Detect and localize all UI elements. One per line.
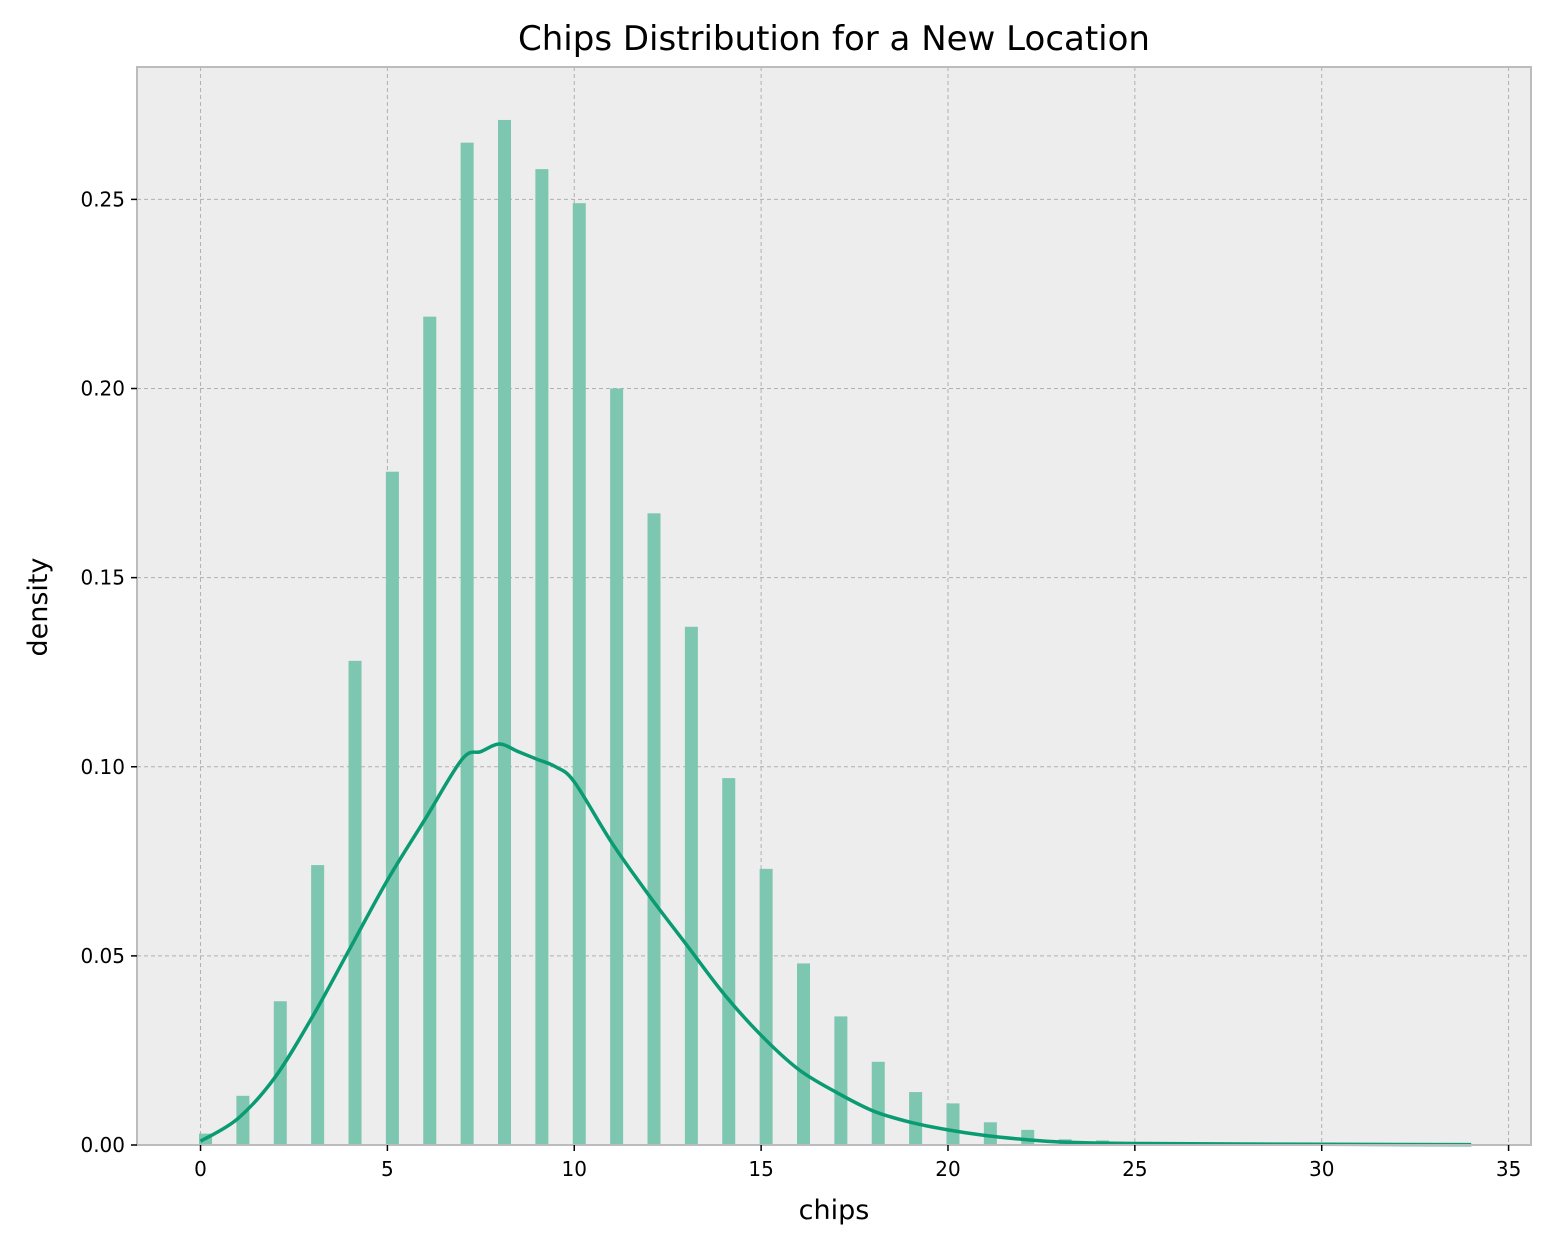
histogram-bar [834,1016,848,1145]
x-axis-ticks: 0 5 10 15 20 25 30 35 [194,1145,1521,1181]
chart-title: Chips Distribution for a New Location [518,19,1150,59]
histogram-bar [348,660,362,1145]
histogram-bar [759,868,773,1145]
histogram-bar [423,316,437,1146]
histogram-bar [684,626,698,1145]
kde-curve [199,742,1472,1147]
kde-line [199,742,1472,1147]
x-tick-label: 25 [1122,1157,1147,1181]
histogram-bar [498,119,512,1146]
histogram-bar [610,388,624,1145]
histogram-bar [983,1122,997,1145]
histogram-bar [909,1092,923,1145]
x-tick-label: 5 [381,1157,394,1181]
y-tick-label: 0.25 [80,187,125,211]
histogram-bar [535,169,549,1145]
histogram-bar [871,1061,885,1145]
x-tick-label: 15 [748,1157,773,1181]
y-tick-label: 0.05 [80,944,125,968]
histogram-bar [796,963,810,1145]
histogram-bar [722,778,736,1145]
histogram-bar [273,1001,287,1145]
x-tick-label: 0 [194,1157,207,1181]
x-tick-label: 35 [1496,1157,1521,1181]
histogram-bar [572,203,586,1145]
y-tick-label: 0.00 [80,1133,125,1157]
y-tick-label: 0.15 [80,566,125,590]
y-axis-label: density [23,557,54,656]
histogram-bar [1021,1129,1035,1145]
x-axis-label: chips [799,1195,870,1226]
histogram-bar [236,1095,250,1145]
histogram-bar [946,1103,960,1145]
y-tick-label: 0.10 [80,755,125,779]
plot-frame [136,66,1532,1146]
plot-background [137,67,1531,1145]
y-tick-label: 0.20 [80,377,125,401]
histogram-bar [460,142,474,1146]
x-tick-label: 30 [1309,1157,1334,1181]
y-axis-ticks: 0.00 0.05 0.10 0.15 0.20 0.25 [80,187,137,1157]
histogram-bar [647,513,661,1145]
x-tick-label: 20 [935,1157,960,1181]
histogram-bar [385,471,399,1146]
x-tick-label: 10 [562,1157,587,1181]
